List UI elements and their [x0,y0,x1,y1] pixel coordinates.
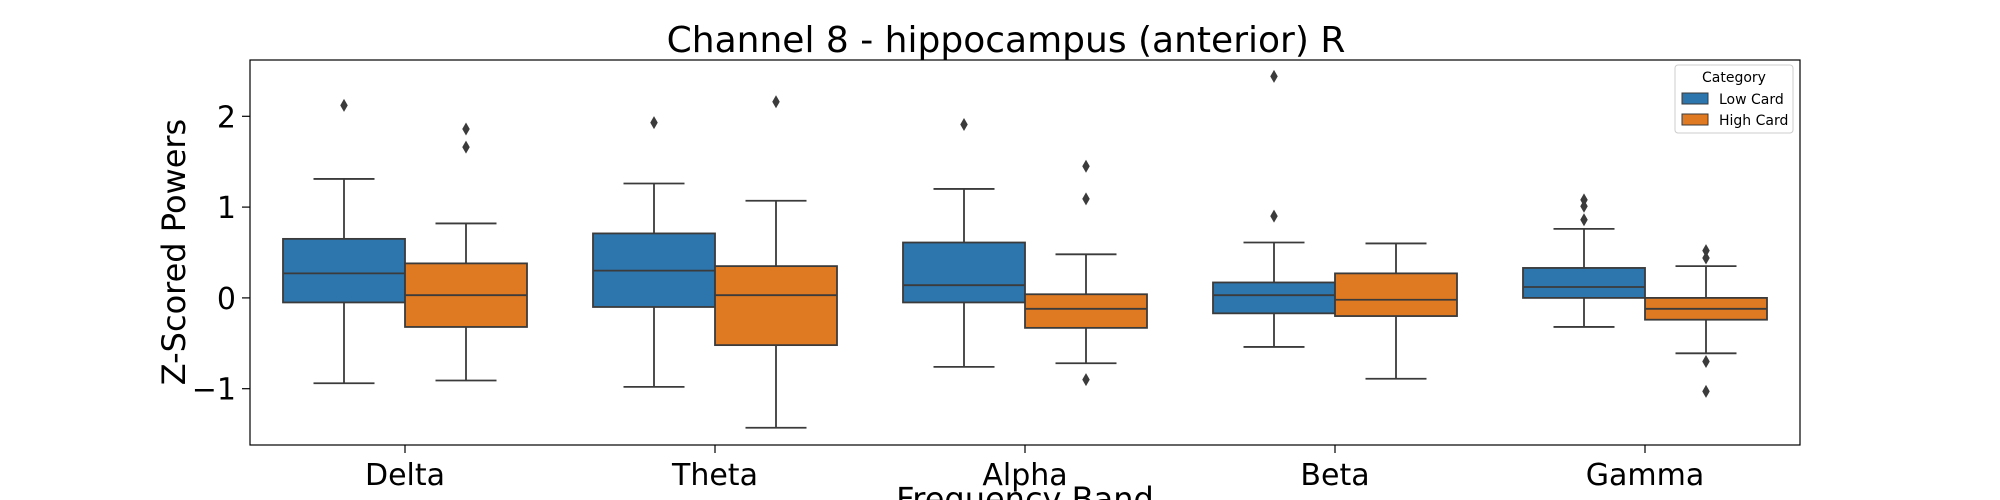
outlier-point [1702,244,1710,258]
outlier-point [1702,251,1710,265]
outlier-point [1580,193,1588,207]
box-delta-high-card [404,122,528,382]
y-axis-label: Z-Scored Powers [155,119,193,385]
box-alpha-low-card [902,117,1026,368]
box-theta-low-card [592,116,716,388]
box-alpha-high-card [1024,159,1148,387]
iqr-box [714,265,838,347]
outlier-point [1270,69,1278,83]
outlier-point [960,117,968,131]
outlier-point [340,98,348,112]
box-beta-low-card [1212,69,1336,348]
outlier-point [1082,373,1090,387]
iqr-box [282,237,406,304]
x-tick-label-delta: Delta [365,458,445,493]
outlier-point [1702,384,1710,398]
y-tick-label: 2 [217,100,236,135]
legend-label-high-card: High Card [1719,113,1788,129]
outlier-point [462,140,470,154]
y-tick-label: 0 [217,282,236,317]
box-theta-high-card [714,95,838,429]
outlier-point [772,95,780,109]
y-tick-label: 1 [217,191,236,226]
y-tick-label: −1 [192,373,236,408]
outlier-point [650,116,658,130]
outlier-point [1082,159,1090,173]
legend-swatch-high-card [1681,113,1709,126]
outlier-point [1702,354,1710,368]
outlier-point [1580,213,1588,227]
box-beta-high-card [1334,242,1458,380]
iqr-box [902,241,1026,304]
iqr-box [1522,267,1646,299]
iqr-box [1212,281,1336,315]
outlier-point [1270,209,1278,223]
outlier-point [1082,192,1090,206]
legend-label-low-card: Low Card [1719,92,1784,108]
x-tick-label-alpha: Alpha [982,458,1067,493]
chart-title: Channel 8 - hippocampus (anterior) R [667,20,1346,61]
x-tick-label-gamma: Gamma [1586,458,1704,493]
x-tick-label-beta: Beta [1300,458,1369,493]
box-plot-marks [282,69,1768,429]
legend-title: Category [1702,70,1766,86]
box-gamma-high-card [1644,244,1768,398]
box-gamma-low-card [1522,193,1646,328]
legend-swatch-low-card [1681,92,1709,105]
x-axis: Delta Theta Alpha Beta Gamma [365,445,1704,493]
x-axis-label: Frequency Band [896,480,1154,500]
x-tick-label-theta: Theta [671,458,758,493]
outlier-point [462,122,470,136]
box-delta-low-card [282,98,406,385]
legend: Category Low Card High Card [1674,64,1794,134]
iqr-box [1024,293,1148,329]
iqr-box [1334,272,1458,317]
y-axis: −1 0 1 2 [192,100,250,408]
